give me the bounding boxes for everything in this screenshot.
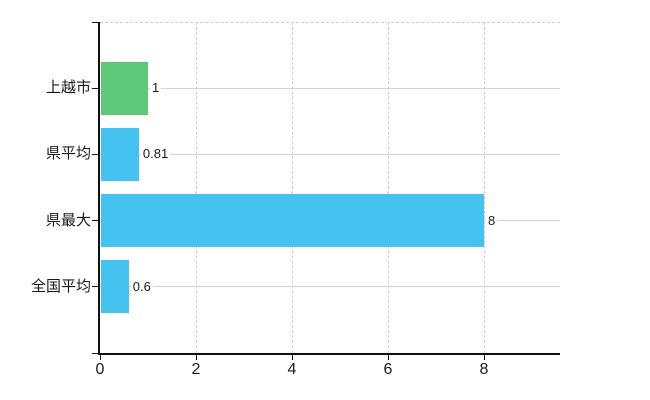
x-tick-label: 8 — [479, 361, 489, 378]
bar — [101, 61, 148, 115]
y-gridline — [100, 286, 560, 288]
bar — [101, 127, 139, 181]
value-label: 0.81 — [140, 146, 171, 163]
x-gridline — [388, 22, 389, 353]
bar — [101, 194, 484, 248]
category-label: 全国平均 — [30, 277, 91, 295]
bar — [101, 260, 129, 314]
x-axis-line — [98, 353, 560, 355]
y-gridline — [100, 87, 560, 89]
category-label: 上越市 — [45, 79, 91, 97]
x-gridline — [292, 22, 293, 353]
x-gridline — [484, 22, 485, 353]
x-axis-tick — [99, 355, 101, 360]
x-tick-label: 2 — [191, 361, 201, 378]
x-tick-label: 0 — [95, 361, 105, 378]
value-label: 1 — [150, 80, 162, 97]
x-axis-tick — [291, 355, 293, 360]
x-tick-label: 4 — [287, 361, 297, 378]
x-axis-tick — [483, 355, 485, 360]
x-axis-tick — [195, 355, 197, 360]
y-gridline — [100, 153, 560, 155]
category-label: 県平均 — [45, 145, 91, 163]
x-gridline — [196, 22, 197, 353]
x-axis-tick — [387, 355, 389, 360]
y-axis-line — [98, 22, 100, 353]
y-axis-tick — [92, 153, 98, 155]
y-axis-tick — [92, 352, 98, 354]
y-axis-tick — [92, 21, 98, 23]
value-label: 8 — [486, 212, 498, 229]
x-tick-label: 6 — [383, 361, 393, 378]
y-axis-tick — [92, 87, 98, 89]
value-label: 0.6 — [130, 278, 153, 295]
category-label: 県最大 — [45, 211, 91, 229]
y-axis-tick — [92, 286, 98, 288]
plot-top-border — [100, 22, 560, 23]
y-axis-tick — [92, 220, 98, 222]
